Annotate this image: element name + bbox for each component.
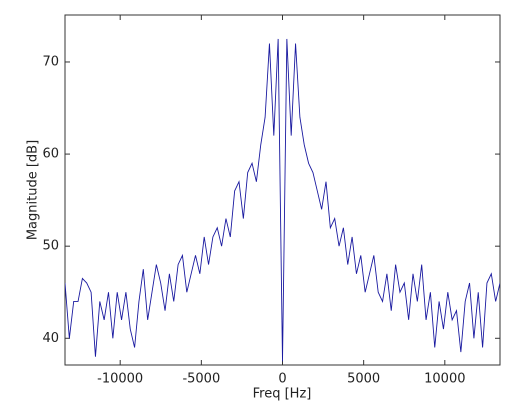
x-tick-label: -5000: [182, 372, 220, 387]
plot-frame: [64, 14, 501, 366]
y-axis-label: Magnitude [dB]: [26, 140, 41, 240]
x-tick-label: 0: [278, 372, 286, 387]
x-tick-label: -10000: [97, 372, 143, 387]
y-tick-label: 50: [42, 239, 59, 254]
x-tick-label: 10000: [424, 372, 465, 387]
y-tick-label: 40: [42, 331, 59, 346]
x-axis-label: Freq [Hz]: [253, 387, 312, 402]
y-tick-label: 60: [42, 147, 59, 162]
x-tick-label: 5000: [347, 372, 380, 387]
y-tick-label: 70: [42, 54, 59, 69]
data-line: [65, 38, 500, 362]
